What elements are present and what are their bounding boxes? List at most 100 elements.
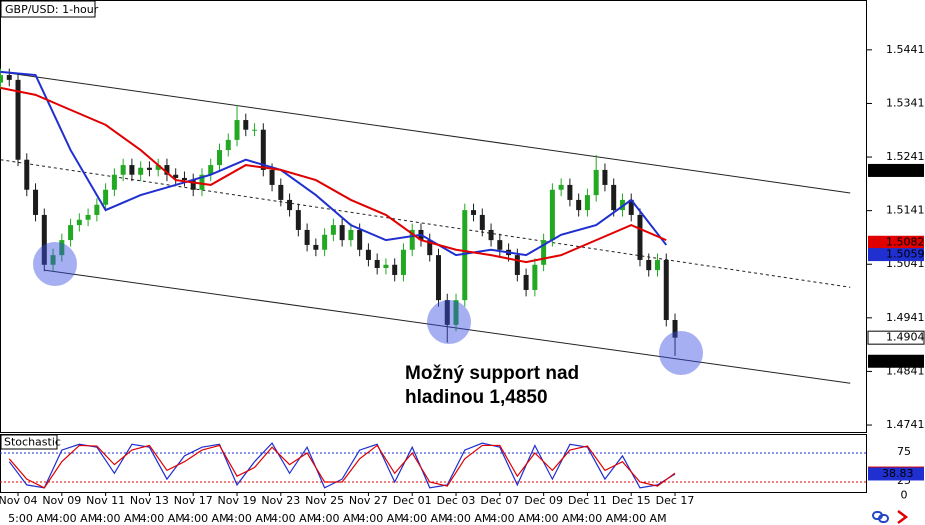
- candle-body: [260, 129, 266, 170]
- candle-body: [523, 274, 529, 290]
- x-time-label: 4:00 AM: [271, 512, 316, 525]
- price-tag: [868, 235, 924, 249]
- candle-body: [155, 165, 161, 170]
- annotation: Možný support nad: [405, 363, 579, 384]
- y-tick-label: 1.5441: [886, 43, 925, 56]
- candle-body: [68, 225, 74, 241]
- candle-body: [558, 184, 564, 190]
- candle-body: [0, 75, 3, 83]
- x-time-label: 4:00 AM: [359, 512, 404, 525]
- main-plot: [0, 68, 851, 384]
- y-tick-label: 0: [901, 489, 908, 502]
- candle-body: [85, 214, 91, 220]
- price-tag-label: 1.5082: [886, 235, 925, 248]
- candle-body: [348, 229, 354, 241]
- candle-body: [628, 199, 634, 215]
- trend-line: [0, 71, 851, 194]
- candle-body: [549, 189, 555, 241]
- x-tick-label: Nov 25: [305, 494, 344, 507]
- candle-body: [199, 174, 205, 190]
- candle-body: [576, 199, 582, 211]
- value-tag-label: 38.83: [882, 467, 914, 480]
- indicator-title-box: [0, 434, 58, 450]
- candle-body: [217, 150, 222, 166]
- candle-body: [24, 159, 30, 190]
- candle-body: [436, 255, 441, 301]
- price-tag-label: 1.5216: [886, 163, 925, 176]
- x-tick-label: Nov 11: [86, 494, 125, 507]
- link-icon[interactable]: [872, 511, 889, 523]
- candle-body: [672, 319, 678, 338]
- candle-body: [357, 229, 363, 250]
- candle-body: [330, 225, 336, 235]
- candle-body: [50, 255, 56, 265]
- candle-body: [15, 79, 21, 160]
- price-tag-label: 1.5059: [886, 248, 925, 261]
- price-tag-label: 1.4904: [886, 331, 925, 344]
- candle-body: [243, 120, 249, 130]
- stochastic-plot: [0, 442, 867, 489]
- highlight-circle: [659, 331, 703, 375]
- candle-body: [488, 229, 494, 241]
- candle-body: [584, 195, 590, 211]
- stochastic-line: [8, 442, 676, 489]
- x-time-label: 4:00 AM: [402, 512, 447, 525]
- candle-body: [76, 219, 82, 226]
- candle-body: [514, 255, 520, 275]
- x-tick-label: Dec 01: [393, 494, 432, 507]
- candle-body: [173, 174, 179, 178]
- candle-body: [120, 165, 126, 175]
- x-tick-label: Nov 19: [218, 494, 257, 507]
- price-tag: [868, 354, 924, 368]
- x-tick-label: Nov 17: [174, 494, 213, 507]
- candle-body: [400, 249, 406, 275]
- title-box: [0, 0, 96, 18]
- x-time-label: 4:00 AM: [315, 512, 360, 525]
- x-time-label: 4:00 AM: [490, 512, 535, 525]
- x-time-label: 4:00 AM: [227, 512, 272, 525]
- x-time-label: 4:00 AM: [534, 512, 579, 525]
- x-tick-label: Dec 15: [612, 494, 651, 507]
- candle-body: [532, 264, 538, 290]
- highlight-circle: [427, 300, 471, 344]
- candle-body: [278, 184, 284, 200]
- y-tick-label: 1.5241: [886, 150, 925, 163]
- candle-body: [409, 229, 415, 250]
- candle-body: [322, 234, 328, 250]
- candle-body: [339, 225, 345, 241]
- candle-body: [190, 180, 196, 190]
- annotation: hladinou 1,4850: [405, 387, 548, 408]
- x-time-label: 4:00 AM: [578, 512, 623, 525]
- value-tag: [868, 467, 924, 481]
- x-time-label: 4:00 AM: [96, 512, 141, 525]
- moving-average: [0, 70, 668, 257]
- price-tag: [868, 248, 924, 262]
- stochastic-panel: [0, 434, 867, 493]
- arrow-icon[interactable]: [897, 510, 909, 524]
- x-time-label: 4:00 AM: [621, 512, 666, 525]
- x-tick-label: Nov 04: [0, 494, 38, 507]
- x-tick-label: Nov 27: [349, 494, 388, 507]
- x-tick-label: Nov 09: [42, 494, 81, 507]
- x-time-label: 4:00 AM: [52, 512, 97, 525]
- candle-body: [462, 210, 468, 301]
- moving-average: [0, 86, 667, 264]
- candle-body: [41, 214, 47, 265]
- candle-body: [479, 214, 485, 230]
- candle-body: [164, 165, 170, 175]
- candle-body: [392, 264, 398, 275]
- candle-body: [103, 189, 109, 205]
- x-tick-label: Dec 07: [480, 494, 519, 507]
- x-tick-label: Dec 03: [437, 494, 476, 507]
- candle-body: [252, 129, 258, 131]
- x-tick-label: Dec 11: [568, 494, 607, 507]
- candle-body: [138, 167, 144, 175]
- candle-body: [295, 210, 301, 230]
- candle-body: [611, 184, 617, 211]
- candle-body: [208, 165, 214, 175]
- stochastic-line: [8, 444, 676, 489]
- x-tick-label: Dec 17: [656, 494, 695, 507]
- candle-body: [59, 240, 65, 256]
- candle-body: [602, 169, 608, 185]
